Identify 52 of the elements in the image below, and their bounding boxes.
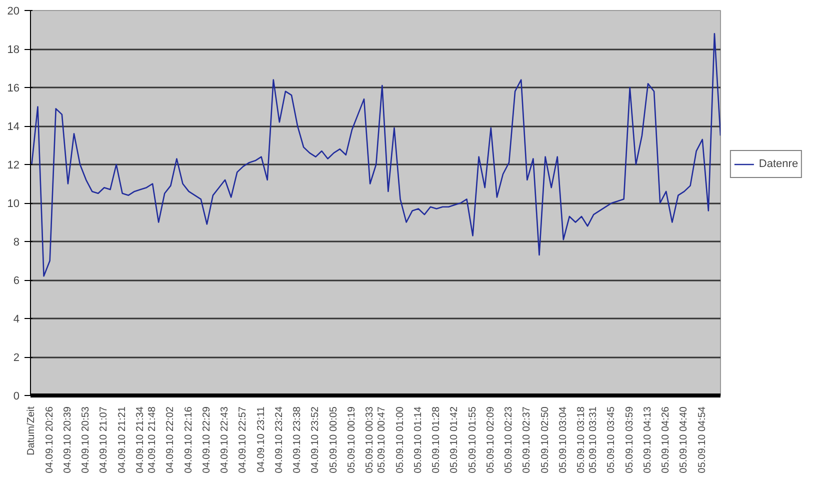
x-tick-label: 04.09.10 22:16 <box>183 406 194 474</box>
x-tick-label: 04.09.10 21:07 <box>98 406 110 474</box>
y-tick-label: 10 <box>7 198 20 210</box>
x-tick-label: 04.09.10 20:26 <box>44 406 56 474</box>
x-tick-label: 05.09.10 03:45 <box>606 406 618 474</box>
x-tick-label: 05.09.10 01:42 <box>449 406 460 474</box>
y-tick-label: 16 <box>7 82 20 94</box>
y-tick-label: 6 <box>13 275 20 287</box>
x-tick-label: 04.09.10 22:43 <box>220 406 231 474</box>
x-tick-label: 05.09.10 03:31 <box>588 406 600 474</box>
x-tick-label: 04.09.10 21:48 <box>147 406 158 474</box>
x-tick-label: 05.09.10 03:18 <box>576 406 588 474</box>
x-tick-label: 05.09.10 04:13 <box>642 406 654 474</box>
x-tick-label: 05.09.10 02:37 <box>522 406 533 474</box>
y-tick-label: 20 <box>7 6 20 18</box>
x-tick-label: 05.09.10 01:28 <box>431 406 442 474</box>
x-tick-label: 04.09.10 23:24 <box>274 406 285 474</box>
x-tick-label: 05.09.10 03:04 <box>558 406 569 474</box>
x-tick-label: 04.09.10 23:11 <box>256 406 267 472</box>
x-tick-label: 05.09.10 02:23 <box>504 406 515 474</box>
x-tick-label: 04.09.10 21:34 <box>134 406 146 474</box>
x-tick-label: 04.09.10 20:39 <box>62 406 74 474</box>
x-tick-label: 04.09.10 23:38 <box>292 406 304 474</box>
x-tick-label: 05.09.10 04:54 <box>696 406 708 474</box>
line-series <box>31 32 720 277</box>
y-tick-label: 8 <box>13 236 20 248</box>
x-tick-label: 05.09.10 03:59 <box>624 406 636 474</box>
x-tick-label: 05.09.10 04:40 <box>678 406 690 474</box>
y-tick-label: 4 <box>13 314 20 326</box>
x-tick-label: 05.09.10 01:00 <box>394 406 406 474</box>
x-tick-label: 05.09.10 01:55 <box>467 406 478 474</box>
x-tick-label: 04.09.10 22:29 <box>201 406 212 474</box>
y-tick-label: 0 <box>13 390 20 402</box>
x-tick-label: 05.09.10 00:33 <box>364 406 376 474</box>
x-tick-label: 04.09.10 20:53 <box>80 406 92 474</box>
x-tick-label: 05.09.10 04:26 <box>660 406 672 474</box>
y-tick-label: 2 <box>13 352 20 364</box>
x-tick-label: 04.09.10 21:21 <box>116 406 128 474</box>
y-tick-label: 12 <box>7 160 20 172</box>
x-tick-label: 05.09.10 02:09 <box>485 406 496 474</box>
x-tick-label: 05.09.10 00:47 <box>376 406 388 474</box>
x-tick-label: 05.09.10 00:05 <box>328 406 340 474</box>
y-tick-label: 18 <box>7 44 20 56</box>
legend-label: Datenre <box>758 158 798 170</box>
y-tick-label: 14 <box>7 121 20 133</box>
x-tick-label: 05.09.10 00:19 <box>346 406 358 474</box>
x-tick-label: Datum/Zeit <box>26 406 38 456</box>
x-tick-label: 05.09.10 02:50 <box>540 406 551 474</box>
x-tick-label: 04.09.10 23:52 <box>310 406 322 474</box>
x-tick-label: 05.09.10 01:14 <box>412 406 424 474</box>
x-tick-label: 04.09.10 22:02 <box>165 406 176 474</box>
x-tick-label: 04.09.10 22:57 <box>238 406 249 474</box>
